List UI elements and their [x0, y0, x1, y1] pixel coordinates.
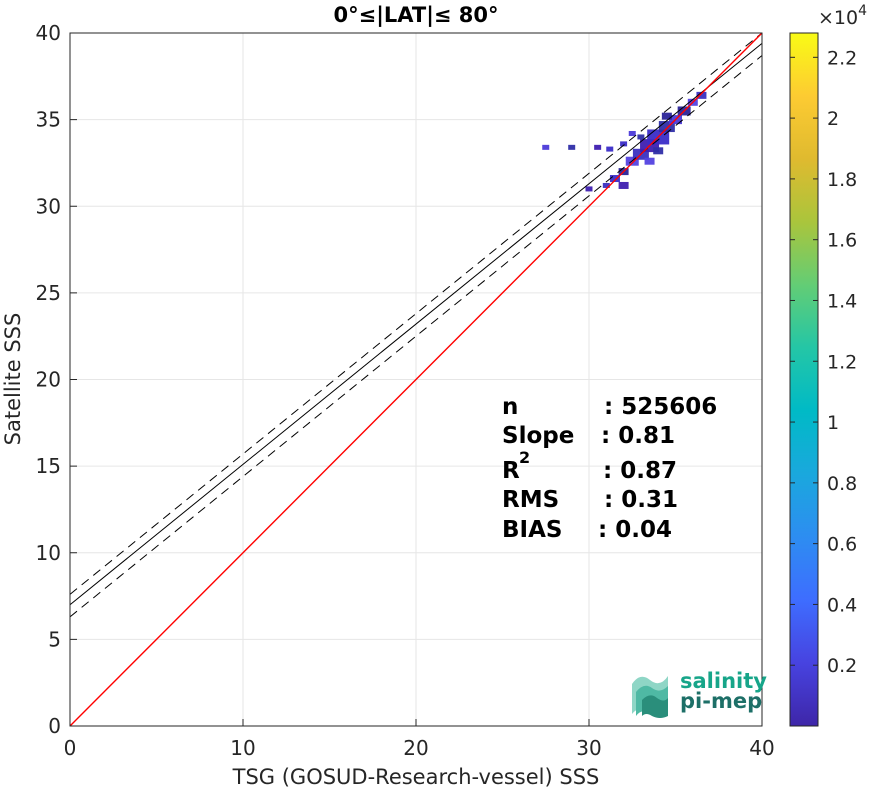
density-cell — [644, 157, 655, 165]
density-cell — [609, 175, 620, 183]
density-cell — [606, 146, 614, 152]
stat-r2-value: : 0.87 — [603, 458, 677, 484]
colorbar-tick-label: 0.6 — [827, 534, 857, 556]
regression-lines — [69, 32, 763, 727]
x-tick-label: 0 — [64, 736, 77, 760]
regression-line — [69, 43, 763, 606]
chart-title: 0°≤|LAT|≤ 80° — [333, 3, 498, 28]
y-tick-label: 5 — [48, 627, 61, 651]
density-cell — [618, 181, 629, 189]
density-cell — [628, 130, 636, 136]
stat-bias-label: BIAS — [502, 517, 562, 543]
x-tick-label: 10 — [230, 736, 255, 760]
colorbar-exponent: ×104 — [818, 3, 867, 29]
density-cell — [585, 186, 593, 192]
colorbar-tick-label: 1.4 — [827, 290, 857, 312]
stat-n-value: : 525606 — [604, 394, 717, 420]
y-tick-label: 20 — [36, 368, 61, 392]
y-tick-label: 30 — [36, 194, 61, 218]
stats-box: n : 525606 Slope : 0.81 R 2 : 0.87 RMS :… — [502, 394, 717, 543]
density-cell — [637, 134, 645, 140]
colorbar-tick-label: 2.2 — [827, 47, 857, 69]
colorbar-tick-label: 0.2 — [827, 655, 857, 677]
x-tick-label: 20 — [403, 736, 428, 760]
y-tick-label: 15 — [36, 454, 61, 478]
identity-line — [69, 32, 763, 727]
colorbar-ticks: 0.2 0.4 0.6 0.8 1 1.2 1.4 1.6 1.8 2 2.2 — [790, 47, 857, 677]
colorbar-tick-label: 1 — [827, 412, 839, 434]
density-cell — [542, 144, 550, 150]
stat-n-label: n — [502, 394, 518, 420]
density-cell — [602, 182, 610, 188]
colorbar — [789, 32, 819, 727]
colorbar-tick-label: 0.8 — [827, 473, 857, 495]
colorbar-exponent-power: 4 — [858, 3, 867, 19]
stat-rms-label: RMS — [502, 487, 559, 513]
x-tick-label: 30 — [576, 736, 601, 760]
logo-wave-icon — [632, 676, 668, 718]
upper-bound-line — [69, 32, 763, 595]
y-tick-label: 35 — [36, 108, 61, 132]
colorbar-tick-label: 1.2 — [827, 351, 857, 373]
logo-line1: salinity — [680, 669, 767, 693]
density-cell — [696, 91, 707, 99]
y-tick-label: 0 — [48, 714, 61, 738]
density-cell — [620, 141, 628, 147]
stat-r2-label: R — [502, 458, 520, 484]
colorbar-tick-label: 1.6 — [827, 230, 857, 252]
stat-slope-label: Slope — [502, 423, 574, 449]
y-tick-label: 40 — [36, 21, 61, 45]
stat-slope-value: : 0.81 — [601, 423, 675, 449]
colorbar-exponent-base: ×10 — [818, 7, 858, 29]
salinity-pi-mep-logo: salinity pi-mep — [632, 669, 767, 718]
colorbar-tick-label: 1.8 — [827, 169, 857, 191]
colorbar-tick-label: 2 — [827, 108, 839, 130]
stat-bias-value: : 0.04 — [598, 517, 672, 543]
axis-ticks: 0 10 20 30 40 0 5 10 15 20 25 30 35 40 — [36, 21, 775, 760]
stat-rms-value: : 0.31 — [604, 487, 678, 513]
logo-line2: pi-mep — [680, 689, 762, 713]
stat-r2-superscript: 2 — [519, 448, 530, 467]
x-axis-label: TSG (GOSUD-Research-vessel) SSS — [232, 765, 600, 789]
y-tick-label: 25 — [36, 281, 61, 305]
density-cell — [661, 112, 672, 120]
y-tick-label: 10 — [36, 541, 61, 565]
y-axis-label: Satellite SSS — [1, 313, 25, 446]
colorbar-tick-label: 0.4 — [827, 594, 857, 616]
x-tick-label: 40 — [749, 736, 774, 760]
density-cell — [594, 144, 602, 150]
density-cell — [653, 147, 664, 155]
density-cell — [658, 121, 675, 133]
density-cell — [568, 144, 576, 150]
